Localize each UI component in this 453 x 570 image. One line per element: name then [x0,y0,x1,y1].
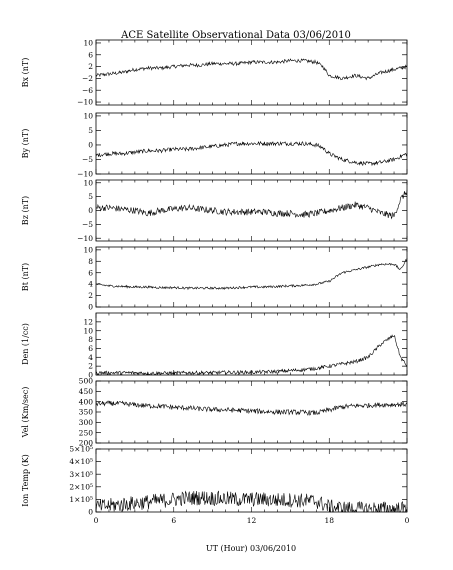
y-tick-label: 10 [83,245,93,254]
y-tick-label: 450 [79,387,94,396]
y-tick-label: 6 [88,50,93,59]
y-axis-label: Den (1/cc) [21,323,30,365]
y-tick-label: 0 [88,508,93,517]
y-axis-label: By (nT) [21,129,30,159]
y-tick-label: 4×10⁵ [69,457,93,466]
series-line [95,140,408,167]
y-tick-label: −10 [77,98,93,107]
panel-2: 10 5 0 −5 −10 By (nT) [21,112,408,179]
y-tick-label: 10 [83,39,93,48]
series-line [95,189,408,220]
y-tick-label: 0 [88,141,93,150]
y-axis-label: Bx (nT) [21,58,30,88]
y-axis-label: Ion Temp (K) [21,454,30,507]
y-tick-label: 0 [88,371,93,380]
series-line [95,334,408,376]
series-line [95,258,408,291]
panel-1: 10 6 2 −2 −6 −10 Bx (nT) [21,39,408,107]
y-tick-label: 10 [83,112,93,121]
y-tick-label: 6 [88,344,93,353]
y-tick-label: 0 [88,303,93,312]
y-axis-label: Vel (Km/sec) [21,387,30,439]
panel-7: 5×10⁵ 4×10⁵ 3×10⁵ 2×10⁵ 1×10⁵ 0 Ion Temp (K) [21,445,408,517]
y-tick-label: 5 [88,126,93,135]
panel-frame [95,112,408,175]
chart-title: ACE Satellite Observational Data 03/06/2… [120,30,351,41]
y-tick-label: 200 [79,439,94,448]
y-tick-label: −10 [77,170,93,179]
y-tick-label: 10 [83,178,93,187]
y-tick-label: 2 [88,62,93,71]
y-tick-label: −10 [77,234,93,243]
x-tick-label: 6 [171,516,176,525]
y-axis-label: Bz (nT) [21,196,30,225]
y-tick-label: 2 [88,291,93,300]
y-axis-label: Bt (nT) [21,263,30,291]
y-tick-label: 350 [79,408,94,417]
x-axis-label: UT (Hour) 03/06/2010 [206,544,296,553]
y-tick-label: 8 [88,335,93,344]
x-tick-label: 0 [405,516,410,525]
panels-group: 10 6 2 −2 −6 −10 Bx (nT) 10 5 0 −5 −10 By (nT) 10 5 0 −5… [21,39,410,525]
y-tick-label: −5 [82,220,93,229]
y-tick-label: −5 [82,155,93,164]
x-tick-label: 18 [324,516,334,525]
y-tick-label: 400 [79,397,94,406]
y-tick-label: 2×10⁵ [69,482,93,491]
y-tick-label: 500 [79,377,94,386]
y-tick-label: −2 [82,74,93,83]
series-line [95,490,408,513]
y-tick-label: 250 [79,428,94,437]
y-tick-label: 2 [88,362,93,371]
y-tick-label: 12 [83,317,93,326]
y-tick-label: 5 [88,192,93,201]
y-tick-label: 300 [79,418,94,427]
x-tick-label: 12 [247,516,257,525]
y-tick-label: 8 [88,257,93,266]
y-tick-label: 1×10⁵ [69,495,93,504]
panel-4: 10 8 6 4 2 0 Bt (nT) [21,245,408,312]
y-tick-label: 4 [88,353,93,362]
y-tick-label: −6 [82,86,93,95]
panel-frame [95,39,408,106]
series-line [95,400,408,416]
panel-frame [95,246,408,308]
y-tick-label: 10 [83,326,93,335]
panel-3: 10 5 0 −5 −10 Bz (nT) [21,178,408,243]
y-tick-label: 3×10⁵ [69,470,93,479]
y-tick-label: 6 [88,268,93,277]
series-line [95,58,408,81]
y-tick-label: 5×10⁵ [69,445,93,454]
x-tick-label: 0 [94,516,99,525]
y-tick-label: 0 [88,206,93,215]
y-tick-label: 4 [88,280,93,289]
panel-frame [95,312,408,376]
